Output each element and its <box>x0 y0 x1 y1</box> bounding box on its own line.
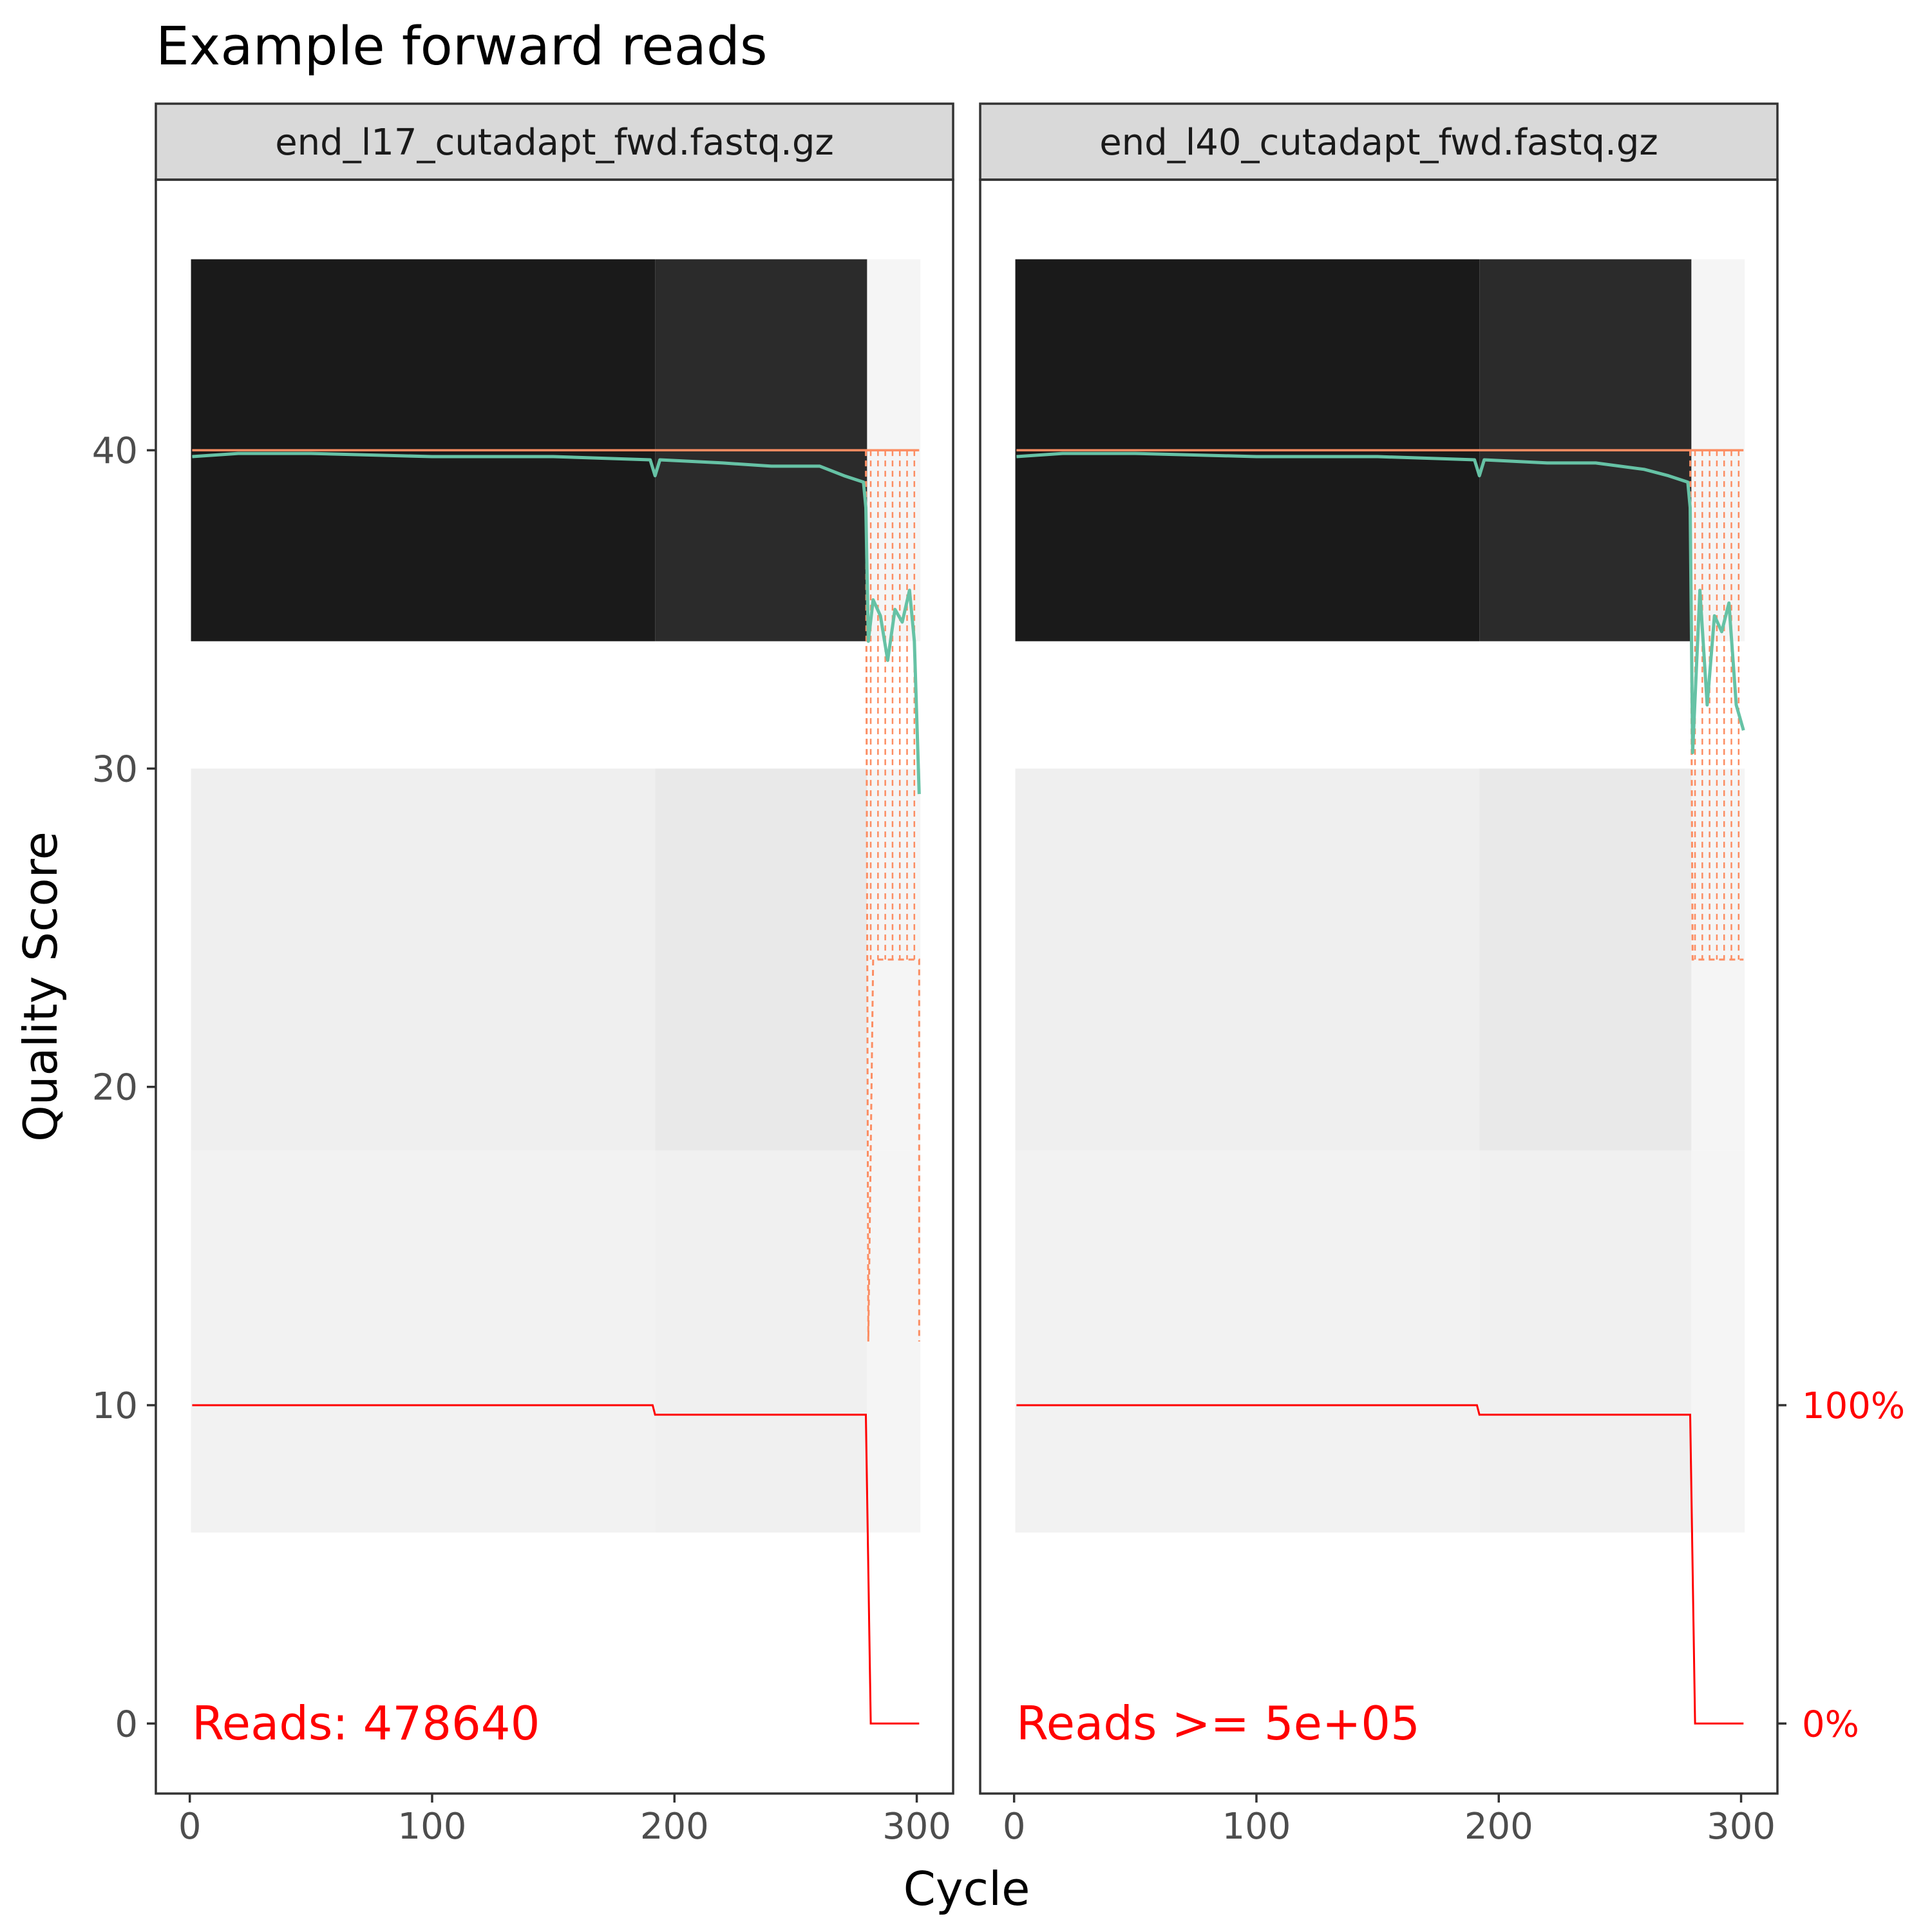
y-tick-label: 40 <box>92 430 138 472</box>
mean-quality-line <box>192 451 921 795</box>
plot-layer-left <box>191 259 921 1725</box>
panel-left: end_l17_cutadapt_fwd.fastq.gz Reads: 478… <box>155 102 954 1795</box>
x-tick-label: 300 <box>1707 1806 1776 1848</box>
x-tick-label: 0 <box>178 1806 202 1848</box>
panel-right: end_l40_cutadapt_fwd.fastq.gz Reads >= 5… <box>979 102 1779 1795</box>
cumulative-reads-line <box>1016 1404 1744 1725</box>
y-tick-label: 30 <box>92 748 138 790</box>
y-tick-label: 10 <box>92 1385 138 1427</box>
y-axis-title: Quality Score <box>14 831 68 1142</box>
reads-label-right: Reads >= 5e+05 <box>1016 1696 1420 1750</box>
x-axis-title: Cycle <box>904 1862 1030 1916</box>
heat-tile <box>655 1150 867 1533</box>
y-tick-label: 20 <box>92 1067 138 1109</box>
strip-label-left: end_l17_cutadapt_fwd.fastq.gz <box>275 122 834 164</box>
heat-tile <box>191 1150 656 1533</box>
cumulative-reads-line <box>192 1404 920 1725</box>
heat-tile <box>1691 1150 1745 1533</box>
heat-tile <box>1015 768 1480 1151</box>
x-tick-label: 100 <box>398 1806 467 1848</box>
right-axis-tick-label: 100% <box>1802 1385 1905 1427</box>
quartile-quality-line <box>865 450 920 1342</box>
y-tick-label: 0 <box>115 1703 138 1745</box>
heat-tile <box>1479 1150 1692 1533</box>
x-tick-label: 200 <box>1464 1806 1533 1848</box>
x-tick-label: 300 <box>882 1806 951 1848</box>
mean-quality-line <box>1016 451 1745 755</box>
reads-label-left: Reads: 478640 <box>192 1696 540 1750</box>
strip-label-right: end_l40_cutadapt_fwd.fastq.gz <box>1099 122 1658 164</box>
heat-tile <box>191 768 656 1151</box>
heat-tile <box>867 1150 921 1533</box>
right-axis-tick-label: 0% <box>1802 1703 1859 1745</box>
plot-layer-right <box>1015 259 1745 1725</box>
x-tick-label: 100 <box>1222 1806 1291 1848</box>
strip-background <box>979 102 1779 181</box>
chart-title: Example forward reads <box>156 16 768 77</box>
panel-border-left <box>155 178 954 1795</box>
x-tick-label: 0 <box>1003 1806 1026 1848</box>
x-tick-label: 200 <box>640 1806 709 1848</box>
heat-tile <box>1479 768 1692 1151</box>
axes: 0 0 100 100 200 200 300 300 0 10 20 30 40 0% 100% <box>92 430 1905 1848</box>
strip-background <box>155 102 954 181</box>
heat-tile <box>655 768 867 1151</box>
panel-border-right <box>979 178 1779 1795</box>
heat-tile <box>1015 1150 1480 1533</box>
